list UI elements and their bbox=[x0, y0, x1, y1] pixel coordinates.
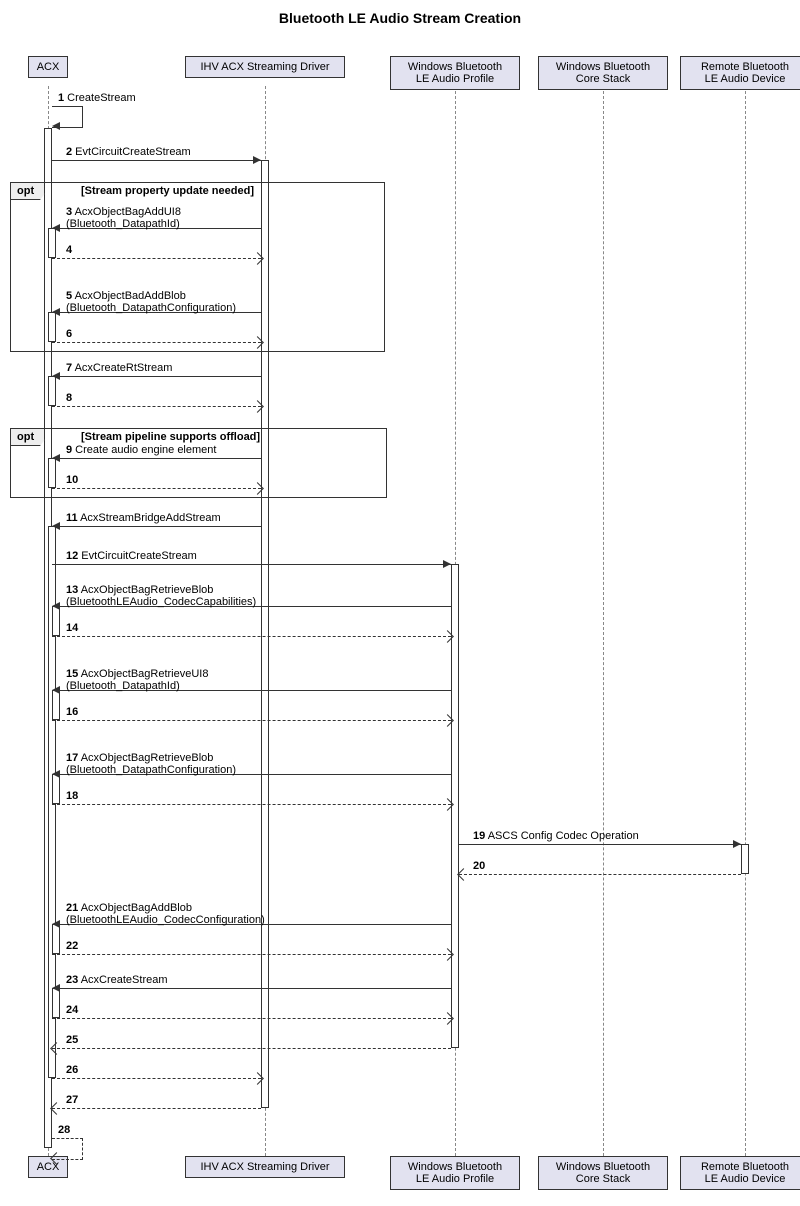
arrow-head bbox=[52, 770, 60, 778]
opt-guard-0: [Stream property update needed] bbox=[81, 185, 254, 197]
participant-remote-top: Remote Bluetooth LE Audio Device bbox=[680, 56, 800, 90]
msg-line-14 bbox=[52, 636, 451, 637]
sequence-diagram: ACX IHV ACX Streaming Driver Windows Bluet… bbox=[10, 36, 790, 1196]
msg-label-5: 5 AcxObjectBadAddBlob(Bluetooth_Datapath… bbox=[66, 290, 236, 314]
msg-line-19 bbox=[459, 844, 741, 845]
arrow-head bbox=[457, 868, 470, 881]
msg-line-23 bbox=[52, 988, 451, 989]
arrow-head bbox=[443, 560, 451, 568]
arrow-head bbox=[50, 1102, 63, 1115]
msg-label-19: 19 ASCS Config Codec Operation bbox=[473, 830, 639, 842]
msg-line-9 bbox=[52, 458, 261, 459]
msg-label-7: 7 AcxCreateRtStream bbox=[66, 362, 172, 374]
msg-label-13: 13 AcxObjectBagRetrieveBlob(BluetoothLEA… bbox=[66, 584, 256, 608]
msg-label-15: 15 AcxObjectBagRetrieveUI8(Bluetooth_Dat… bbox=[66, 668, 208, 692]
participant-ihv-bottom: IHV ACX Streaming Driver bbox=[185, 1156, 345, 1178]
msg-label-1: 1 CreateStream bbox=[58, 92, 136, 104]
msg-line-4 bbox=[52, 258, 261, 259]
msg-line-16 bbox=[52, 720, 451, 721]
msg-label-27: 27 bbox=[66, 1094, 78, 1106]
participant-wcore-bottom: Windows Bluetooth Core Stack bbox=[538, 1156, 668, 1190]
msg-line-7 bbox=[52, 376, 261, 377]
msg-line-18 bbox=[52, 804, 451, 805]
msg-label-3: 3 AcxObjectBagAddUI8(Bluetooth_DatapathI… bbox=[66, 206, 181, 230]
msg-label-20: 20 bbox=[473, 860, 485, 872]
arrow-head bbox=[733, 840, 741, 848]
activation-acx-12 bbox=[52, 924, 60, 954]
msg-line-25 bbox=[52, 1048, 451, 1049]
arrow-head bbox=[52, 522, 60, 530]
msg-line-10 bbox=[52, 488, 261, 489]
msg-line-24 bbox=[52, 1018, 451, 1019]
arrow-head bbox=[52, 686, 60, 694]
lifeline-remote bbox=[745, 86, 746, 1156]
arrow-head bbox=[52, 372, 60, 380]
msg-line-12 bbox=[52, 564, 451, 565]
msg-label-14: 14 bbox=[66, 622, 78, 634]
activation-acx-10 bbox=[52, 774, 60, 804]
arrow-head bbox=[52, 308, 60, 316]
msg-label-8: 8 bbox=[66, 392, 72, 404]
msg-label-21: 21 AcxObjectBagAddBlob(BluetoothLEAudio_… bbox=[66, 902, 265, 926]
msg-label-22: 22 bbox=[66, 940, 78, 952]
msg-line-26 bbox=[52, 1078, 261, 1079]
msg-label-23: 23 AcxCreateStream bbox=[66, 974, 168, 986]
activation-acx-4 bbox=[48, 376, 56, 406]
msg-label-18: 18 bbox=[66, 790, 78, 802]
activation-remote-11 bbox=[741, 844, 749, 874]
activation-acx-13 bbox=[52, 988, 60, 1018]
msg-label-2: 2 EvtCircuitCreateStream bbox=[66, 146, 191, 158]
diagram-title: Bluetooth LE Audio Stream Creation bbox=[10, 10, 790, 26]
arrow-head bbox=[52, 984, 60, 992]
msg-line-27 bbox=[52, 1108, 261, 1109]
participant-acx-top: ACX bbox=[28, 56, 68, 78]
participant-wcore-top: Windows Bluetooth Core Stack bbox=[538, 56, 668, 90]
msg-label-12: 12 EvtCircuitCreateStream bbox=[66, 550, 197, 562]
msg-label-11: 11 AcxStreamBridgeAddStream bbox=[66, 512, 221, 524]
activation-acx-8 bbox=[52, 606, 60, 636]
arrow-head bbox=[52, 454, 60, 462]
opt-guard-1: [Stream pipeline supports offload] bbox=[81, 431, 260, 443]
msg-label-28: 28 bbox=[58, 1124, 70, 1136]
participant-remote-bottom: Remote Bluetooth LE Audio Device bbox=[680, 1156, 800, 1190]
msg-line-20 bbox=[459, 874, 741, 875]
msg-label-4: 4 bbox=[66, 244, 72, 256]
arrow-head bbox=[52, 602, 60, 610]
msg-line-11 bbox=[52, 526, 261, 527]
msg-label-25: 25 bbox=[66, 1034, 78, 1046]
arrow-head bbox=[253, 156, 261, 164]
msg-line-6 bbox=[52, 342, 261, 343]
msg-label-9: 9 Create audio engine element bbox=[66, 444, 216, 456]
msg-label-16: 16 bbox=[66, 706, 78, 718]
arrow-head bbox=[52, 224, 60, 232]
arrow-head bbox=[52, 920, 60, 928]
msg-line-22 bbox=[52, 954, 451, 955]
msg-label-17: 17 AcxObjectBagRetrieveBlob(Bluetooth_Da… bbox=[66, 752, 236, 776]
opt-tab-1: opt bbox=[11, 429, 45, 446]
msg-line-2 bbox=[52, 160, 261, 161]
activation-acx-9 bbox=[52, 690, 60, 720]
arrow-head bbox=[52, 122, 60, 130]
participant-wble-top: Windows Bluetooth LE Audio Profile bbox=[390, 56, 520, 90]
msg-label-24: 24 bbox=[66, 1004, 78, 1016]
participant-wble-bottom: Windows Bluetooth LE Audio Profile bbox=[390, 1156, 520, 1190]
opt-tab-0: opt bbox=[11, 183, 45, 200]
lifeline-wcore bbox=[603, 86, 604, 1156]
participant-ihv-top: IHV ACX Streaming Driver bbox=[185, 56, 345, 78]
msg-label-10: 10 bbox=[66, 474, 78, 486]
msg-line-8 bbox=[52, 406, 261, 407]
msg-label-6: 6 bbox=[66, 328, 72, 340]
msg-label-26: 26 bbox=[66, 1064, 78, 1076]
